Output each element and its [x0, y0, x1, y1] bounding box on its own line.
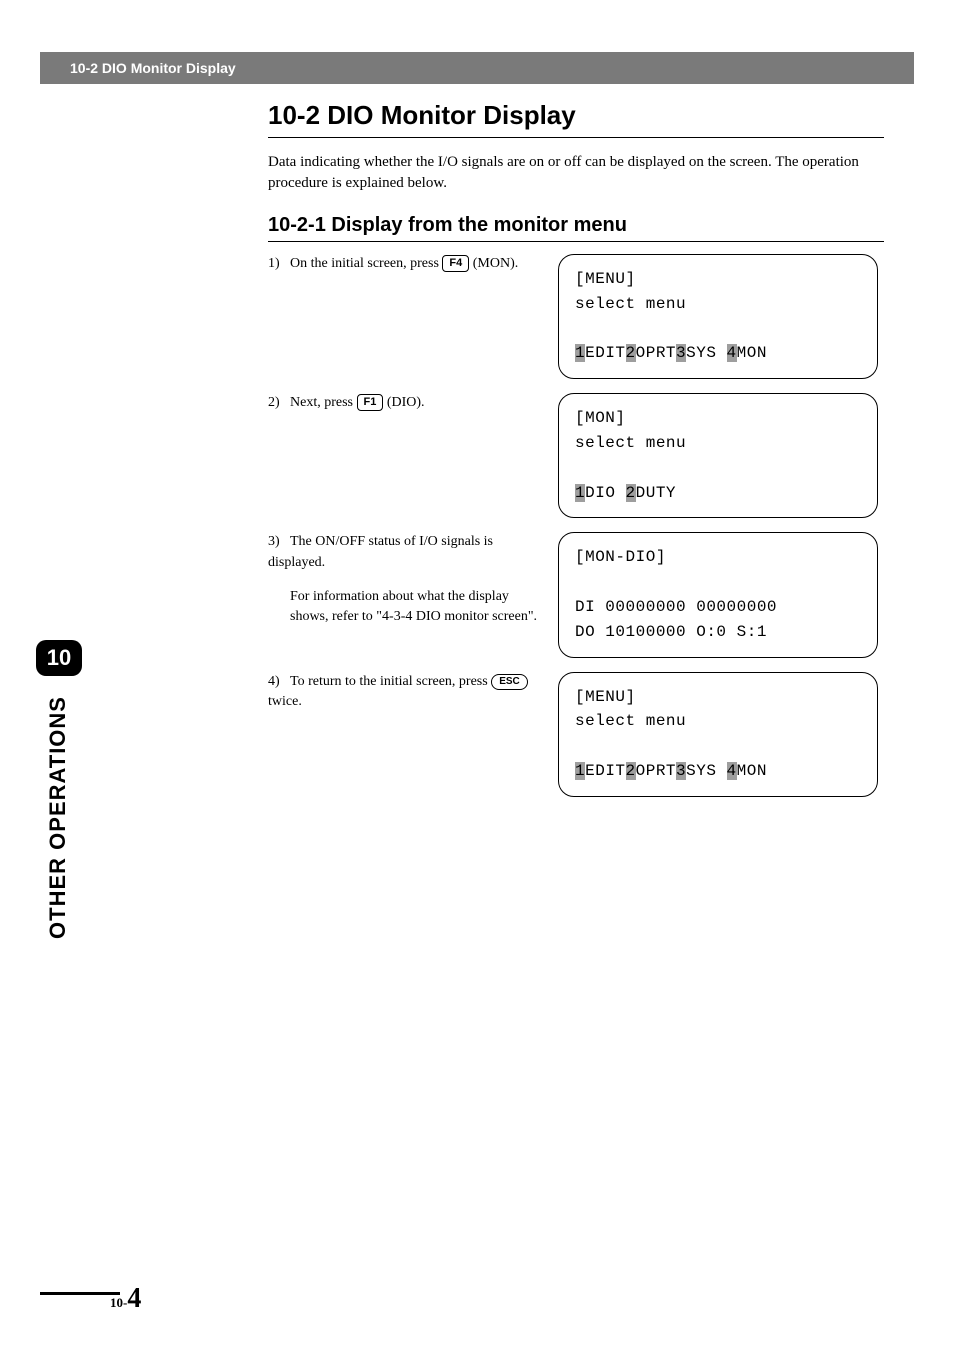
lcd-softkey-number: 4 — [727, 762, 737, 780]
step-post-text: (MON). — [469, 256, 518, 271]
lcd-softkey-label: EDIT — [585, 762, 625, 780]
step-row: 3)The ON/OFF status of I/O signals is di… — [268, 532, 884, 671]
steps-area: 1)On the initial screen, press F4 (MON).… — [268, 254, 884, 811]
lcd-softkey-label: OPRT — [636, 344, 676, 362]
lcd-title: [MENU] — [575, 267, 861, 292]
section-intro: Data indicating whether the I/O signals … — [268, 152, 884, 194]
page-digit: 4 — [127, 1283, 141, 1314]
lcd-gap — [575, 317, 861, 342]
section-heading: 10-2 DIO Monitor Display — [268, 100, 884, 138]
step-number: 3) — [268, 532, 290, 552]
lcd-title: [MENU] — [575, 685, 861, 710]
step-number: 4) — [268, 672, 290, 692]
lcd-subtitle: select menu — [575, 709, 861, 734]
lcd-body-line: DI 00000000 00000000 — [575, 595, 861, 620]
lcd-body-line: DO 10100000 O:0 S:1 — [575, 620, 861, 645]
lcd-softkey-label: OPRT — [636, 762, 676, 780]
step-pre-text: Next, press — [290, 395, 357, 410]
lcd-softkey-number: 3 — [676, 762, 686, 780]
lcd-softkey-label: MON — [737, 344, 767, 362]
lcd-title: [MON-DIO] — [575, 545, 861, 570]
chapter-number: 10 — [47, 645, 71, 671]
lcd-softkey-number: 1 — [575, 484, 585, 502]
lcd-softkey-label: DIO — [585, 484, 625, 502]
lcd-softkey-number: 3 — [676, 344, 686, 362]
lcd-softkey-number: 1 — [575, 762, 585, 780]
step-pre-text: The ON/OFF status of I/O signals is disp… — [268, 534, 493, 569]
lcd-softkey-label: SYS — [686, 762, 726, 780]
step-post-text: twice. — [268, 694, 302, 709]
keycap: ESC — [491, 674, 528, 690]
lcd-softkey-number: 4 — [727, 344, 737, 362]
lcd-softkey-number: 2 — [626, 344, 636, 362]
lcd-footer: 1DIO 2DUTY — [575, 481, 861, 506]
lcd-screen: [MON]select menu 1DIO 2DUTY — [558, 393, 878, 518]
lcd-footer: 1EDIT2OPRT3SYS 4MON — [575, 341, 861, 366]
section-subheading: 10-2-1 Display from the monitor menu — [268, 214, 884, 242]
page-prefix: 10- — [110, 1295, 127, 1310]
side-tab: 10 OTHER OPERATIONS — [36, 640, 82, 1070]
lcd-subtitle: select menu — [575, 431, 861, 456]
step-text: 1)On the initial screen, press F4 (MON). — [268, 254, 558, 274]
step-post-text: (DIO). — [383, 395, 424, 410]
step-text: 3)The ON/OFF status of I/O signals is di… — [268, 532, 558, 627]
header-bar: 10-2 DIO Monitor Display — [40, 52, 914, 84]
lcd-softkey-label: MON — [737, 762, 767, 780]
lcd-screen: [MON-DIO] DI 00000000 00000000DO 10100000… — [558, 532, 878, 657]
lcd-screen: [MENU]select menu 1EDIT2OPRT3SYS 4MON — [558, 672, 878, 797]
step-row: 4)To return to the initial screen, press… — [268, 672, 884, 811]
lcd-gap — [575, 456, 861, 481]
step-pre-text: On the initial screen, press — [290, 256, 442, 271]
lcd-softkey-label: EDIT — [585, 344, 625, 362]
chapter-label: OTHER OPERATIONS — [45, 696, 71, 939]
step-text: 4)To return to the initial screen, press… — [268, 672, 558, 713]
page-number: 10-4 — [110, 1283, 141, 1315]
step-pre-text: To return to the initial screen, press — [290, 674, 491, 689]
footer-rule — [40, 1292, 120, 1295]
chapter-badge: 10 — [36, 640, 82, 676]
lcd-title: [MON] — [575, 406, 861, 431]
step-row: 2)Next, press F1 (DIO). [MON]select menu 1… — [268, 393, 884, 532]
lcd-softkey-number: 2 — [626, 484, 636, 502]
header-title: 10-2 DIO Monitor Display — [70, 60, 236, 76]
keycap: F1 — [357, 394, 384, 411]
lcd-softkey-label: DUTY — [636, 484, 676, 502]
lcd-softkey-label: SYS — [686, 344, 726, 362]
lcd-screen: [MENU]select menu 1EDIT2OPRT3SYS 4MON — [558, 254, 878, 379]
content-area: 10-2 DIO Monitor Display Data indicating… — [268, 100, 884, 811]
lcd-softkey-number: 2 — [626, 762, 636, 780]
step-sub-text: For information about what the display s… — [290, 587, 546, 628]
lcd-gap — [575, 734, 861, 759]
step-number: 1) — [268, 254, 290, 274]
lcd-footer: 1EDIT2OPRT3SYS 4MON — [575, 759, 861, 784]
step-text: 2)Next, press F1 (DIO). — [268, 393, 558, 413]
lcd-softkey-number: 1 — [575, 344, 585, 362]
step-number: 2) — [268, 393, 290, 413]
keycap: F4 — [442, 255, 469, 272]
lcd-subtitle: select menu — [575, 292, 861, 317]
step-row: 1)On the initial screen, press F4 (MON).… — [268, 254, 884, 393]
lcd-gap — [575, 570, 861, 595]
